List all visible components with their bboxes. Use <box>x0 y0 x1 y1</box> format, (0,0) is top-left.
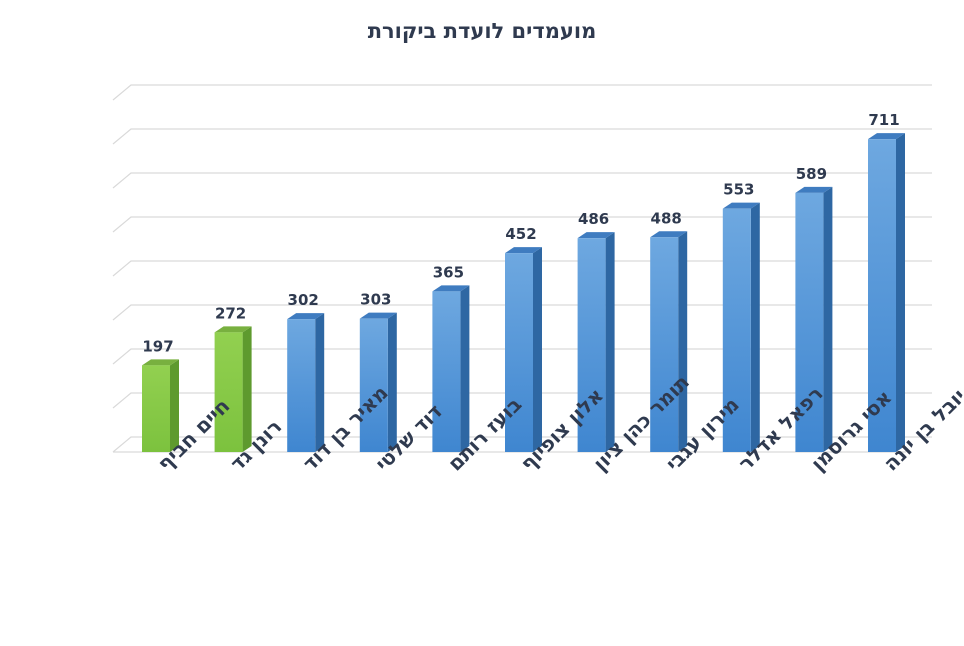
data-label: 197 <box>142 337 173 355</box>
bar-front <box>868 139 896 452</box>
bar-front <box>722 208 751 452</box>
bar-top <box>287 313 325 320</box>
gridline <box>112 216 932 233</box>
gridline <box>112 172 932 189</box>
bar-side <box>170 359 179 452</box>
bar-top <box>214 326 252 333</box>
chart-title: מועמדים לועדת ביקורת <box>368 19 597 43</box>
bar-side <box>387 312 397 452</box>
data-label: 488 <box>651 209 682 227</box>
bar <box>359 312 397 452</box>
bar-top <box>359 312 397 319</box>
bar-front <box>287 319 316 452</box>
gridline <box>112 84 932 101</box>
bar-top <box>577 232 615 239</box>
bar <box>214 326 252 452</box>
bar-front <box>650 237 679 452</box>
data-label: 589 <box>796 165 827 183</box>
bar-side <box>896 133 905 452</box>
bar-side <box>533 247 542 452</box>
bar <box>650 231 688 452</box>
bar-front <box>432 291 461 452</box>
bar-side <box>678 231 688 452</box>
data-label: 272 <box>215 304 246 322</box>
gridline <box>112 128 932 145</box>
bar-top <box>432 285 470 292</box>
bar-front <box>359 318 388 452</box>
bar-side <box>750 202 760 452</box>
bar-top <box>650 231 688 238</box>
data-label: 452 <box>505 225 536 243</box>
bar <box>868 133 905 452</box>
bar-top <box>868 133 905 140</box>
gridlines <box>112 84 932 453</box>
bar-front <box>214 332 243 452</box>
bar-side <box>460 285 470 452</box>
bar-side <box>605 232 615 452</box>
data-label: 365 <box>433 263 464 281</box>
bar <box>432 285 470 452</box>
bar <box>505 247 542 452</box>
data-label: 303 <box>360 291 391 309</box>
bar-side <box>315 313 325 452</box>
bar <box>577 232 615 452</box>
bar-side <box>823 186 833 452</box>
bar-front <box>577 238 606 452</box>
bar <box>142 359 179 452</box>
bar-top <box>722 202 760 209</box>
data-label: 302 <box>288 291 319 309</box>
data-label: 711 <box>868 111 899 129</box>
bar-top <box>795 186 833 193</box>
bars <box>142 133 905 452</box>
bar-top <box>505 247 542 254</box>
data-label: 553 <box>723 181 754 199</box>
bar <box>722 202 760 452</box>
bar-front <box>795 192 824 452</box>
bar <box>287 313 325 452</box>
data-label: 486 <box>578 210 609 228</box>
bar <box>795 186 833 452</box>
bar-front <box>142 365 170 452</box>
bar-side <box>242 326 252 452</box>
bar-top <box>142 359 179 366</box>
bar-front <box>505 253 533 452</box>
